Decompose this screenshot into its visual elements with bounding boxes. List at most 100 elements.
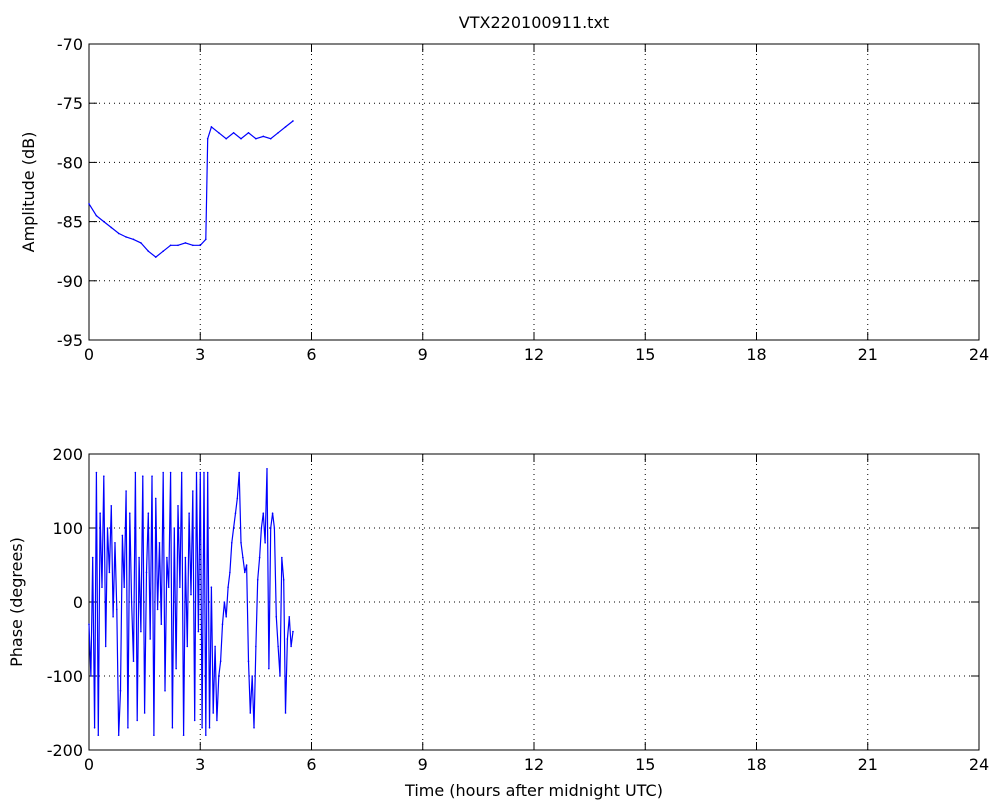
amplitude-y-axis-label: Amplitude (dB) — [19, 132, 38, 253]
phase-ticks: 0 3 6 9 12 15 18 21 24 -200 -100 0 100 200 — [47, 445, 989, 774]
data-point — [247, 132, 250, 134]
data-point — [201, 727, 203, 729]
data-point — [121, 534, 124, 537]
x-tick-label: 12 — [524, 345, 544, 364]
data-point — [225, 616, 228, 618]
data-point — [286, 638, 289, 640]
data-point — [271, 512, 274, 514]
data-point — [210, 586, 213, 588]
data-point — [216, 719, 218, 722]
data-point — [281, 556, 283, 559]
x-tick-label: 3 — [195, 755, 205, 774]
data-point — [210, 126, 213, 128]
data-point — [199, 471, 202, 474]
data-point — [110, 505, 113, 507]
data-point — [284, 126, 287, 128]
x-tick-label: 18 — [746, 755, 766, 774]
data-point — [88, 623, 90, 625]
data-point — [238, 471, 240, 474]
data-point — [164, 690, 166, 692]
data-point — [166, 556, 168, 559]
x-tick-label: 24 — [969, 345, 989, 364]
data-point — [114, 542, 116, 544]
data-point — [184, 556, 187, 559]
data-point — [264, 542, 266, 544]
data-point — [182, 734, 185, 736]
data-point — [127, 727, 129, 729]
data-point — [169, 244, 172, 247]
phase-panel: 0 3 6 9 12 15 18 21 24 -200 -100 0 100 200 Time (hour… — [7, 445, 989, 800]
data-point — [153, 734, 155, 736]
data-point — [103, 475, 105, 478]
data-point — [177, 244, 179, 247]
x-tick-label: 0 — [84, 755, 94, 774]
data-point — [169, 471, 172, 474]
data-point — [243, 571, 246, 574]
data-point — [292, 630, 294, 633]
data-point — [240, 542, 242, 544]
data-point — [140, 242, 142, 244]
amplitude-axes-box — [88, 43, 980, 341]
data-point — [205, 238, 207, 241]
data-point — [269, 527, 272, 529]
data-point — [143, 712, 146, 714]
y-tick-label: -80 — [57, 153, 83, 172]
data-point — [208, 727, 211, 729]
chart-title: VTX220100911.txt — [459, 13, 609, 32]
data-point — [110, 226, 113, 229]
data-point — [162, 471, 164, 474]
data-point — [206, 471, 209, 474]
data-point — [206, 137, 209, 140]
data-point — [162, 250, 164, 252]
data-point — [223, 601, 226, 603]
data-point — [203, 471, 205, 474]
x-tick-label: 18 — [746, 345, 766, 364]
data-point — [197, 630, 200, 633]
data-point — [119, 690, 122, 692]
data-point — [145, 571, 148, 574]
data-point — [245, 564, 248, 566]
phase-y-axis-label: Phase (degrees) — [7, 537, 26, 667]
data-point — [97, 734, 100, 736]
data-point — [108, 571, 111, 574]
data-point — [236, 497, 239, 500]
phase-series — [88, 468, 294, 736]
y-tick-label: 200 — [52, 445, 83, 464]
data-point — [292, 120, 294, 122]
data-point — [147, 512, 150, 514]
data-point — [262, 135, 265, 138]
data-point — [219, 660, 222, 662]
data-point — [230, 542, 233, 544]
data-point — [290, 645, 292, 648]
data-point — [190, 593, 192, 596]
data-point — [104, 645, 107, 648]
data-point — [99, 512, 101, 514]
data-point — [212, 712, 215, 714]
data-point — [125, 490, 127, 492]
data-point — [91, 556, 94, 559]
data-point — [277, 645, 279, 648]
data-point — [128, 512, 131, 514]
data-point — [268, 667, 270, 670]
data-point — [112, 616, 114, 618]
data-point — [136, 719, 139, 722]
data-point — [140, 630, 142, 633]
data-point — [116, 608, 118, 611]
data-point — [242, 556, 244, 559]
data-point — [101, 586, 103, 588]
data-point — [253, 727, 255, 729]
data-point — [158, 542, 161, 544]
data-point — [232, 527, 235, 529]
data-point — [251, 675, 253, 677]
x-tick-label: 6 — [306, 345, 316, 364]
data-point — [160, 623, 163, 625]
data-point — [262, 512, 265, 514]
data-point — [217, 132, 220, 134]
data-point — [95, 471, 98, 474]
x-tick-label: 9 — [418, 755, 428, 774]
y-tick-label: -75 — [57, 94, 83, 113]
data-point — [156, 608, 159, 611]
data-point — [247, 660, 250, 662]
data-point — [130, 601, 133, 603]
data-point — [147, 250, 150, 252]
